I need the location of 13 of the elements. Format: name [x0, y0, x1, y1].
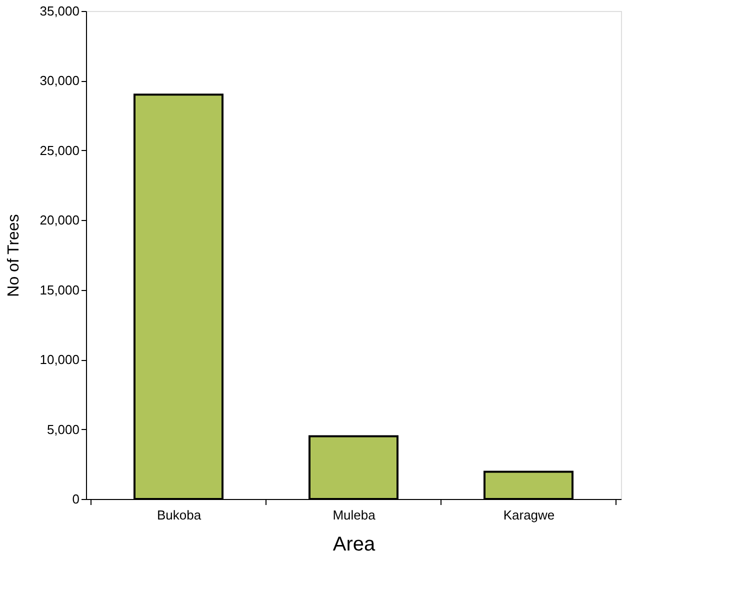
- x-tick-label: Karagwe: [503, 508, 555, 522]
- x-tick-label: Muleba: [332, 508, 376, 522]
- y-tick-label: 30,000: [40, 73, 80, 88]
- y-tick-label: 20,000: [40, 212, 80, 228]
- y-tick-label: 25,000: [40, 142, 80, 158]
- x-axis-title: Area: [332, 534, 376, 556]
- y-axis-title: No of Trees: [6, 214, 23, 297]
- y-tick-label: 5,000: [46, 422, 80, 437]
- y-tick-label: 10,000: [40, 352, 80, 368]
- y-tick-label: 15,000: [40, 282, 80, 298]
- y-tick-label: 0: [72, 492, 80, 506]
- x-tick-label: Bukoba: [156, 508, 202, 522]
- y-tick-label: 35,000: [40, 4, 80, 18]
